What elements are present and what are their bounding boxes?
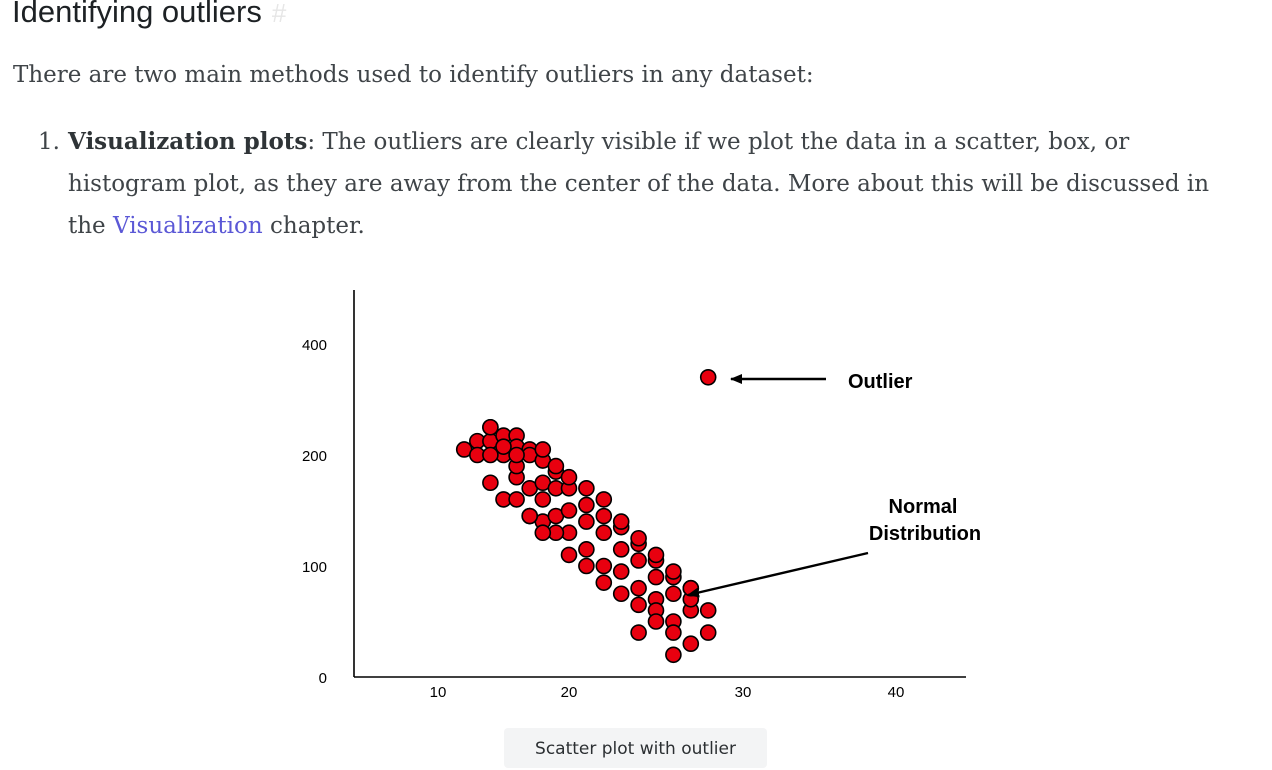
- list-item: Visualization plots: The outliers are cl…: [68, 121, 1253, 247]
- x-tick-label: 30: [735, 684, 752, 701]
- data-point: [560, 546, 578, 564]
- data-point: [482, 446, 499, 464]
- x-tick-label: 10: [430, 684, 447, 701]
- x-tick-label: 40: [888, 684, 905, 701]
- data-point: [534, 524, 552, 542]
- data-point: [612, 541, 630, 558]
- data-point: [482, 474, 499, 492]
- data-point: [665, 563, 682, 580]
- data-point: [521, 507, 539, 525]
- data-point: [665, 646, 682, 664]
- data-point: [508, 446, 525, 464]
- y-tick-label: 200: [302, 448, 327, 465]
- data-point: [560, 468, 578, 486]
- list-item-bold-term: Visualization plots: [68, 128, 308, 155]
- section-heading-text: Identifying outliers: [12, 0, 262, 29]
- data-point: [647, 613, 665, 630]
- data-point: [630, 579, 647, 597]
- data-point: [699, 602, 717, 619]
- data-points: [455, 418, 717, 664]
- data-point: [595, 507, 613, 525]
- data-point: [630, 624, 647, 641]
- intro-paragraph: There are two main methods used to ident…: [13, 62, 814, 88]
- data-point: [482, 418, 499, 436]
- data-point: [578, 479, 595, 497]
- data-point: [699, 624, 717, 641]
- data-point: [560, 502, 578, 519]
- data-point: [595, 524, 613, 542]
- list-item-text-end: chapter.: [262, 213, 365, 239]
- y-tick-label: 100: [302, 559, 327, 576]
- data-point: [578, 557, 595, 575]
- data-point: [612, 513, 630, 530]
- scatter-plot-figure: 0 100 200 400 10 20 30 40 Outlier Normal Distr…: [302, 290, 981, 701]
- distribution-arrow: [687, 551, 869, 598]
- y-tick-label: 0: [319, 670, 327, 687]
- data-point: [578, 541, 595, 558]
- data-point: [665, 585, 682, 603]
- outlier-point: [699, 368, 717, 386]
- distribution-label-line2: Distribution: [869, 523, 981, 545]
- y-tick-label: 400: [302, 337, 327, 354]
- data-point: [595, 557, 613, 575]
- visualization-chapter-link[interactable]: Visualization: [112, 213, 263, 239]
- distribution-label-line1: Normal: [889, 496, 958, 518]
- x-tick-labels: 10 20 30 40: [430, 684, 905, 701]
- data-point: [534, 441, 552, 458]
- data-point: [612, 563, 630, 580]
- section-heading: Identifying outliers #: [12, 0, 286, 33]
- data-point: [682, 635, 700, 653]
- outlier-label: Outlier: [848, 371, 913, 393]
- data-point: [647, 568, 665, 586]
- x-tick-label: 20: [561, 684, 578, 701]
- data-point: [630, 529, 647, 547]
- data-point: [595, 574, 613, 591]
- data-point: [547, 457, 565, 475]
- data-point: [630, 552, 647, 569]
- data-point: [665, 624, 682, 641]
- data-point: [578, 513, 595, 530]
- figure-caption: Scatter plot with outlier: [504, 728, 767, 768]
- heading-anchor-link[interactable]: #: [271, 0, 287, 28]
- y-tick-labels: 0 100 200 400: [302, 337, 327, 687]
- data-point: [595, 491, 613, 508]
- data-point: [630, 596, 647, 614]
- data-point: [534, 491, 552, 508]
- list-item-number: 1.: [38, 129, 60, 155]
- method-list: 1. Visualization plots: The outliers are…: [38, 121, 1253, 247]
- data-point: [612, 585, 630, 603]
- data-point: [647, 546, 665, 564]
- data-point: [495, 438, 512, 455]
- data-point: [578, 496, 595, 514]
- data-point: [508, 491, 525, 508]
- list-item-text: : The outliers are clearly visible if we…: [68, 129, 1210, 239]
